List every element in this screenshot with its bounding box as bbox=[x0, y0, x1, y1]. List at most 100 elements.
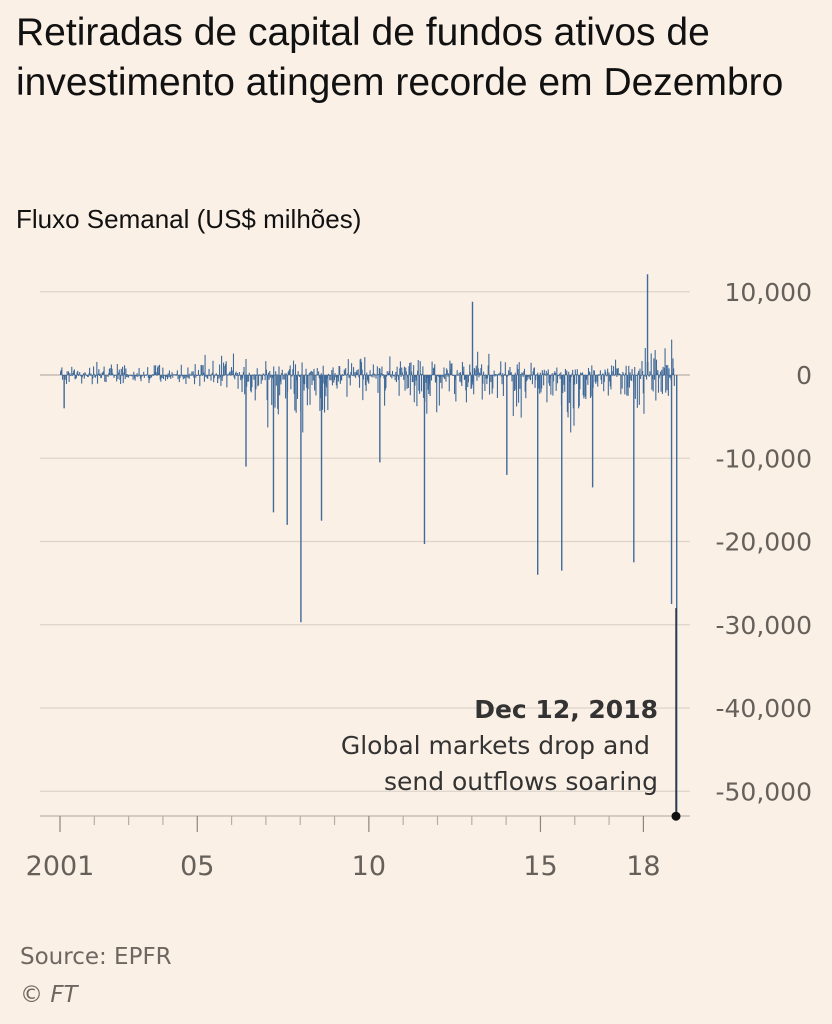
bar bbox=[384, 375, 386, 406]
bar bbox=[524, 375, 526, 392]
bar bbox=[118, 369, 120, 375]
bar bbox=[256, 375, 258, 376]
bar bbox=[249, 375, 251, 376]
bar bbox=[498, 374, 500, 376]
bar bbox=[614, 374, 616, 376]
bar bbox=[661, 375, 663, 394]
bar bbox=[412, 375, 414, 383]
bar-notable bbox=[300, 375, 302, 623]
bar bbox=[264, 375, 266, 381]
bar bbox=[589, 375, 592, 398]
bar bbox=[398, 375, 400, 396]
bar-notable bbox=[245, 375, 247, 467]
bar bbox=[673, 375, 675, 386]
bar bbox=[84, 372, 86, 375]
bar bbox=[271, 375, 273, 378]
bar bbox=[660, 375, 662, 392]
bar bbox=[464, 375, 466, 379]
bar bbox=[566, 370, 568, 375]
bar bbox=[390, 374, 392, 376]
bar bbox=[120, 368, 122, 375]
bar bbox=[75, 375, 77, 379]
bar bbox=[60, 371, 62, 375]
bar bbox=[545, 370, 547, 375]
bar bbox=[588, 371, 590, 375]
copyright-name: FT bbox=[50, 982, 78, 1008]
bar bbox=[358, 375, 360, 378]
bar bbox=[62, 375, 64, 376]
bar bbox=[658, 375, 660, 379]
bar bbox=[238, 375, 240, 376]
bar bbox=[410, 362, 412, 375]
bar bbox=[543, 369, 545, 375]
bar bbox=[236, 373, 238, 375]
bar bbox=[85, 373, 87, 375]
bar bbox=[605, 375, 607, 377]
bar bbox=[446, 368, 448, 375]
bar bbox=[360, 362, 363, 375]
bar bbox=[547, 369, 549, 375]
bar bbox=[548, 375, 550, 384]
bar bbox=[463, 375, 465, 380]
bar bbox=[583, 375, 585, 399]
bar bbox=[489, 375, 491, 376]
bar bbox=[578, 375, 580, 407]
bar bbox=[457, 374, 459, 376]
bar bbox=[449, 360, 451, 375]
bar bbox=[357, 369, 359, 375]
bar bbox=[555, 375, 557, 391]
bar bbox=[221, 355, 223, 375]
bar bbox=[601, 373, 603, 375]
bar bbox=[611, 374, 613, 376]
bar bbox=[148, 375, 150, 384]
bar bbox=[564, 375, 566, 392]
bar bbox=[525, 375, 527, 399]
bar bbox=[203, 372, 205, 375]
bar bbox=[71, 366, 73, 375]
bar bbox=[312, 375, 314, 381]
bar bbox=[383, 375, 385, 379]
bar bbox=[574, 369, 576, 375]
bar bbox=[331, 375, 333, 386]
bar bbox=[600, 375, 602, 380]
bar bbox=[393, 375, 395, 377]
bar bbox=[435, 375, 437, 382]
bar bbox=[213, 375, 215, 383]
bar bbox=[631, 368, 633, 375]
bar bbox=[250, 375, 252, 391]
bar bbox=[504, 362, 506, 375]
bar bbox=[208, 368, 210, 375]
bar bbox=[542, 373, 544, 375]
bar bbox=[458, 372, 460, 375]
bar-notable bbox=[670, 375, 673, 604]
bar bbox=[580, 372, 582, 375]
bar bbox=[440, 375, 442, 376]
bar bbox=[382, 375, 384, 376]
bar bbox=[644, 348, 646, 375]
bar bbox=[168, 375, 170, 378]
bar bbox=[314, 375, 316, 391]
bar bbox=[158, 364, 161, 375]
bar bbox=[335, 375, 337, 386]
bar bbox=[519, 374, 522, 375]
bar bbox=[310, 371, 312, 375]
bar bbox=[564, 368, 566, 375]
bar bbox=[273, 375, 275, 376]
bar bbox=[572, 375, 574, 409]
bar bbox=[655, 375, 657, 401]
bar bbox=[323, 375, 326, 413]
bar bbox=[376, 366, 378, 375]
bar bbox=[409, 375, 411, 396]
bar bbox=[256, 368, 258, 375]
bar bbox=[455, 374, 458, 376]
bar bbox=[552, 375, 555, 382]
bar bbox=[97, 373, 99, 375]
bar bbox=[178, 375, 180, 383]
bar bbox=[669, 375, 671, 378]
bar bbox=[139, 375, 141, 379]
bar bbox=[183, 375, 185, 376]
bar bbox=[302, 375, 304, 433]
bar bbox=[162, 367, 164, 375]
bar bbox=[521, 373, 524, 375]
bar bbox=[203, 375, 205, 382]
